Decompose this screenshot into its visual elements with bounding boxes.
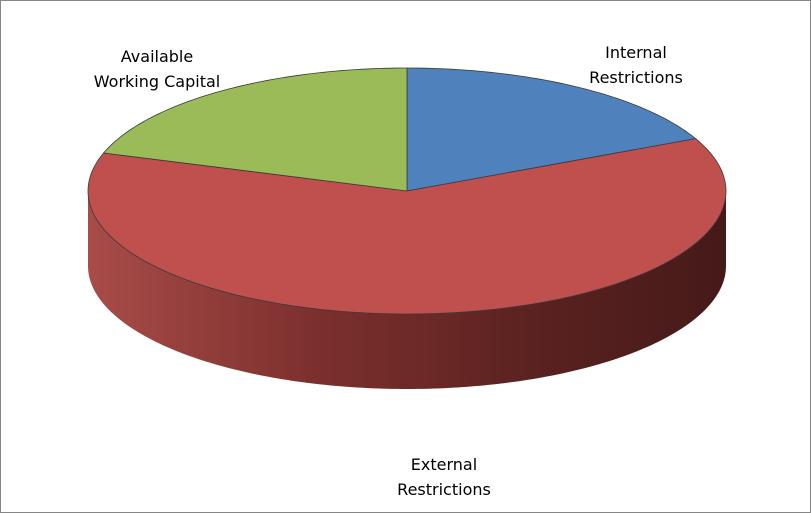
- slice-label: Available Working Capital: [93, 47, 221, 91]
- slice: [406, 67, 697, 192]
- slice: [102, 67, 408, 192]
- slice-label: External Restrictions: [397, 455, 491, 499]
- slice: [87, 138, 727, 315]
- slice-side: [88, 191, 726, 389]
- slice-label: Internal Restrictions: [589, 43, 683, 87]
